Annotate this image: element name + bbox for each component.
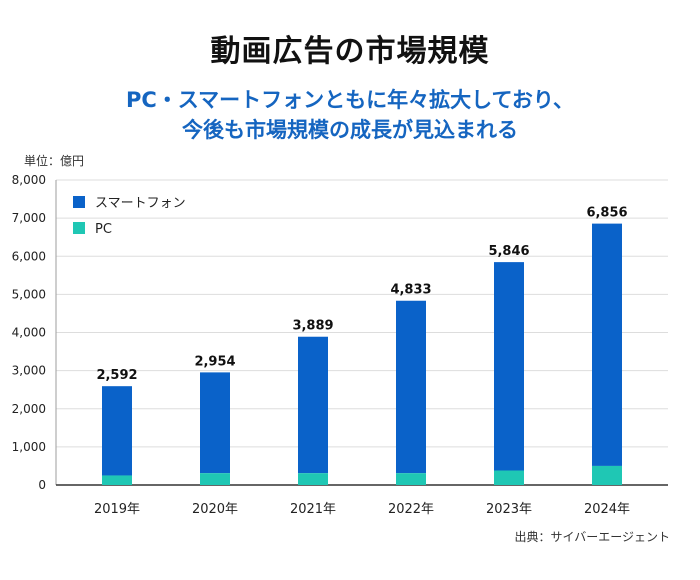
bar-smartphone xyxy=(592,223,622,466)
data-label-total: 6,856 xyxy=(586,206,627,221)
chart-title: 動画広告の市場規模 xyxy=(210,34,490,69)
source-label: 出典：サイバーエージェント xyxy=(514,530,670,544)
data-label-total: 5,846 xyxy=(488,244,529,259)
legend-label: スマートフォン xyxy=(95,196,186,211)
y-tick-label: 5,000 xyxy=(12,287,46,301)
y-tick-label: 4,000 xyxy=(12,326,46,340)
y-tick-label: 2,000 xyxy=(12,402,46,416)
legend-swatch xyxy=(73,222,85,234)
legend-swatch xyxy=(73,196,85,208)
y-tick-label: 6,000 xyxy=(12,249,46,263)
bar-pc xyxy=(396,473,426,485)
data-label-total: 2,592 xyxy=(96,368,137,383)
legend-label: PC xyxy=(95,222,112,237)
data-label-total: 3,889 xyxy=(292,319,333,334)
bar-pc xyxy=(200,473,230,485)
y-tick-label: 8,000 xyxy=(12,173,46,187)
data-label-total: 2,954 xyxy=(194,354,235,369)
bar-pc xyxy=(494,470,524,485)
x-tick-label: 2020年 xyxy=(192,502,238,517)
bar-smartphone xyxy=(200,372,230,474)
bar-pc xyxy=(102,475,132,485)
x-tick-label: 2022年 xyxy=(388,502,434,517)
y-tick-label: 0 xyxy=(38,478,46,492)
bar-pc xyxy=(592,465,622,485)
unit-label: 単位：億円 xyxy=(24,154,85,168)
y-tick-label: 7,000 xyxy=(12,211,46,225)
x-tick-label: 2021年 xyxy=(290,502,336,517)
chart-subtitle-line-2: 今後も市場規模の成長が見込まれる xyxy=(182,118,518,142)
data-label-total: 4,833 xyxy=(390,283,431,298)
bar-smartphone xyxy=(494,262,524,471)
bar-smartphone xyxy=(298,336,328,474)
y-tick-label: 3,000 xyxy=(12,364,46,378)
bar-smartphone xyxy=(396,300,426,474)
x-tick-label: 2024年 xyxy=(584,502,630,517)
y-tick-label: 1,000 xyxy=(12,440,46,454)
x-tick-label: 2023年 xyxy=(486,502,532,517)
x-tick-label: 2019年 xyxy=(94,502,140,517)
chart-subtitle-line-1: PC・スマートフォンともに年々拡大しており、 xyxy=(125,88,575,112)
bar-pc xyxy=(298,473,328,485)
bar-smartphone xyxy=(102,386,132,476)
